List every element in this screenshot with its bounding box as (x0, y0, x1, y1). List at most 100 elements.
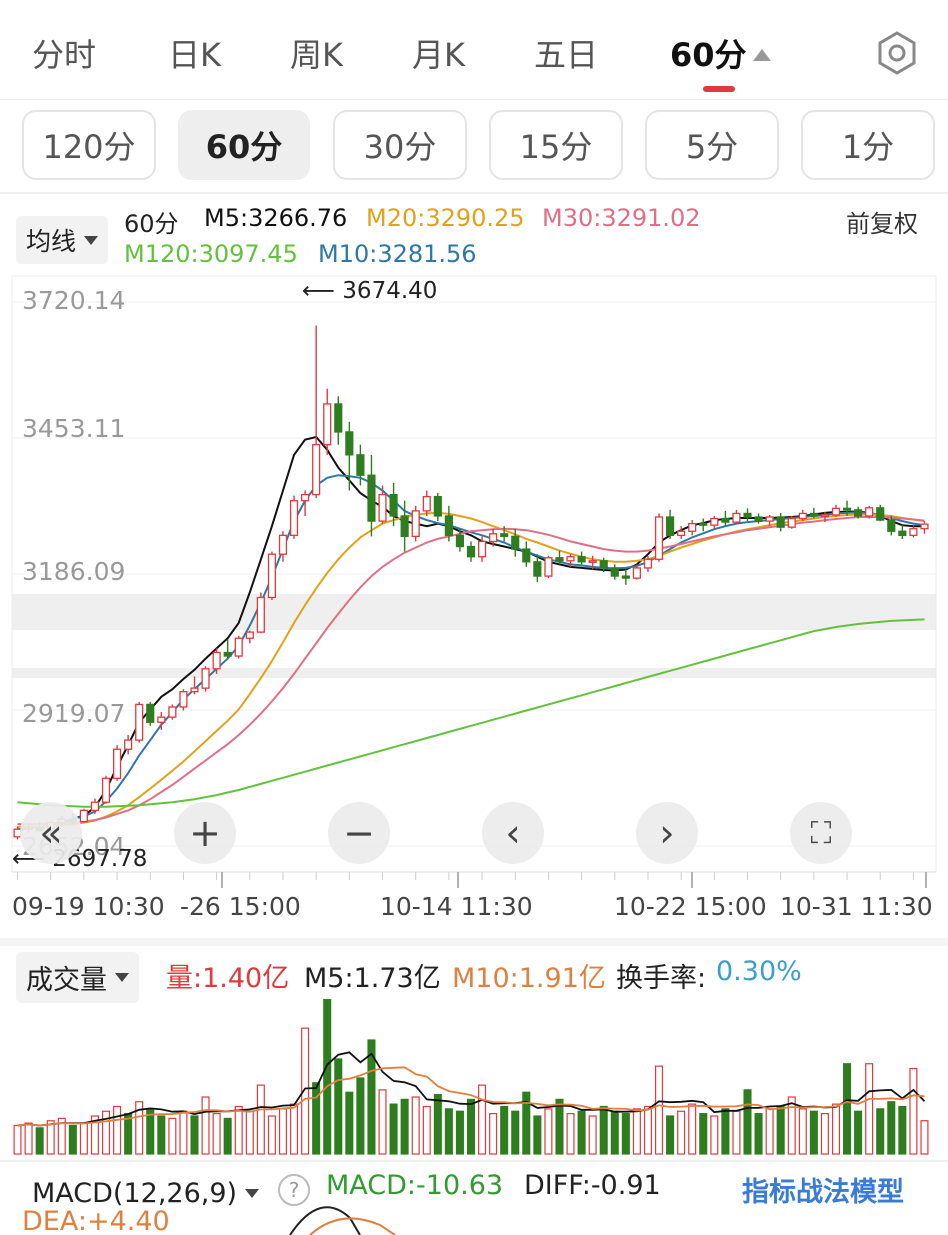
minute-period-selector: 120分 60分 30分 15分 5分 1分 (0, 106, 948, 190)
candle-down (555, 557, 564, 562)
settings-icon[interactable] (874, 30, 920, 76)
candle-up (79, 809, 88, 823)
volume-bar-up (831, 1103, 841, 1155)
zoom-in-button[interactable]: + (174, 802, 236, 864)
volume-bar-down (843, 1063, 852, 1155)
candle-up (101, 777, 111, 803)
prev-button[interactable]: ‹ (482, 802, 544, 864)
volume-bar-up (378, 1089, 387, 1155)
high-value: 3674.40 (342, 278, 438, 304)
volume-bar-down (500, 1105, 509, 1155)
candle-down (400, 515, 409, 538)
volume-bar-up (135, 1101, 144, 1155)
macd-indicator-select[interactable]: MACD(12,26,9) (22, 1172, 270, 1215)
period-30-button[interactable]: 30分 (333, 110, 467, 180)
period-5-button[interactable]: 5分 (645, 110, 779, 180)
volume-bar-up (920, 1120, 929, 1155)
divider (0, 1160, 948, 1162)
help-icon[interactable]: ? (278, 1174, 310, 1206)
chevron-down-icon (84, 235, 99, 245)
volume-bar-up (201, 1096, 210, 1155)
m120-value: M120:3097.45 (124, 240, 298, 268)
candle-up (212, 651, 221, 670)
fullscreen-button[interactable]: ⛶ (790, 802, 852, 864)
period-label: 60分 (124, 210, 179, 238)
indicator-strategy-link[interactable]: 指标战法模型 (742, 1177, 904, 1208)
tab-intraday[interactable]: 分时 (32, 36, 97, 74)
ma-indicator-select[interactable]: 均线 (16, 216, 109, 264)
volume-bar-down (356, 1077, 365, 1155)
candle-up (909, 528, 918, 536)
volume-bar-up (422, 1105, 431, 1155)
volume-bar-down (312, 1082, 321, 1155)
candle-up (256, 596, 265, 633)
x-tick: 10-22 15:00 (614, 892, 767, 921)
candle-up (865, 507, 874, 517)
volume-bar-down (555, 1098, 564, 1155)
tab-weekly-k[interactable]: 周K (290, 36, 343, 74)
tab-monthly-k[interactable]: 月K (412, 36, 465, 74)
volume-bar-down (522, 1091, 531, 1155)
zoom-out-button[interactable]: − (328, 802, 390, 864)
volume-bar-up (212, 1113, 221, 1155)
tab-minute[interactable]: 60分 (670, 30, 771, 76)
candle-up (710, 517, 719, 526)
candle-up (920, 523, 929, 530)
volume-bar-up (101, 1110, 111, 1155)
scroll-left-button[interactable]: « (20, 802, 82, 864)
candle-down (743, 512, 752, 518)
candle-down (776, 516, 785, 528)
volume-bar-down (367, 1039, 376, 1155)
chart-frame (11, 275, 937, 873)
macd-dea-line (309, 1217, 396, 1235)
candle-down (854, 509, 863, 517)
volume-bar-down (455, 1110, 464, 1155)
candle-up (677, 530, 686, 536)
volume-bar-up (411, 1096, 420, 1155)
volume-bar-up (290, 1103, 299, 1155)
candle-down (809, 512, 818, 517)
candle-up (201, 668, 210, 689)
volume-bar-down (400, 1098, 409, 1155)
volume-bar-down (35, 1127, 44, 1155)
volume-bar-up (732, 1110, 741, 1155)
candle-down (721, 517, 730, 523)
volume-bar-up (113, 1105, 122, 1155)
candle-down (455, 534, 465, 548)
candle-down (511, 535, 520, 550)
adjustment-toggle[interactable]: 前复权 (846, 210, 918, 238)
volume-bar-up (588, 1115, 597, 1155)
volume-m5-value: M5:1.73亿 (304, 963, 441, 994)
tab-five-day[interactable]: 五日 (534, 36, 599, 74)
volume-bar-up (688, 1103, 697, 1155)
candle-up (168, 706, 177, 718)
volume-bar-down (721, 1108, 730, 1155)
tab-minute-label: 60分 (670, 36, 747, 74)
volume-bar-down (809, 1110, 818, 1155)
period-1-button[interactable]: 1分 (801, 110, 935, 180)
volume-bar-down (223, 1117, 232, 1155)
high-annotation: ⟵ 3674.40 (302, 278, 437, 304)
candle-up (820, 514, 830, 518)
volume-bar-up (566, 1113, 575, 1155)
next-button[interactable]: › (636, 802, 698, 864)
volume-bar-down (876, 1108, 885, 1155)
period-60-button[interactable]: 60分 (178, 110, 310, 180)
candle-down (754, 516, 763, 522)
turnover-value: 0.30% (716, 956, 802, 987)
y-tick: 3186.09 (22, 557, 126, 586)
volume-bar-down (621, 1113, 630, 1155)
candle-down (223, 651, 232, 657)
volume-bar-up (677, 1110, 686, 1155)
period-120-button[interactable]: 120分 (22, 110, 156, 180)
volume-bar-down (466, 1098, 476, 1155)
tab-daily-k[interactable]: 日K (168, 36, 221, 74)
chart-band (12, 594, 936, 630)
volume-bar-down (146, 1108, 155, 1155)
volume-m10-value: M10:1.91亿 (452, 963, 606, 994)
ma-line-m5 (17, 435, 925, 832)
candle-up (831, 507, 841, 516)
period-15-button[interactable]: 15分 (489, 110, 623, 180)
volume-bar-up (256, 1084, 265, 1155)
volume-indicator-select[interactable]: 成交量 (16, 952, 139, 1003)
